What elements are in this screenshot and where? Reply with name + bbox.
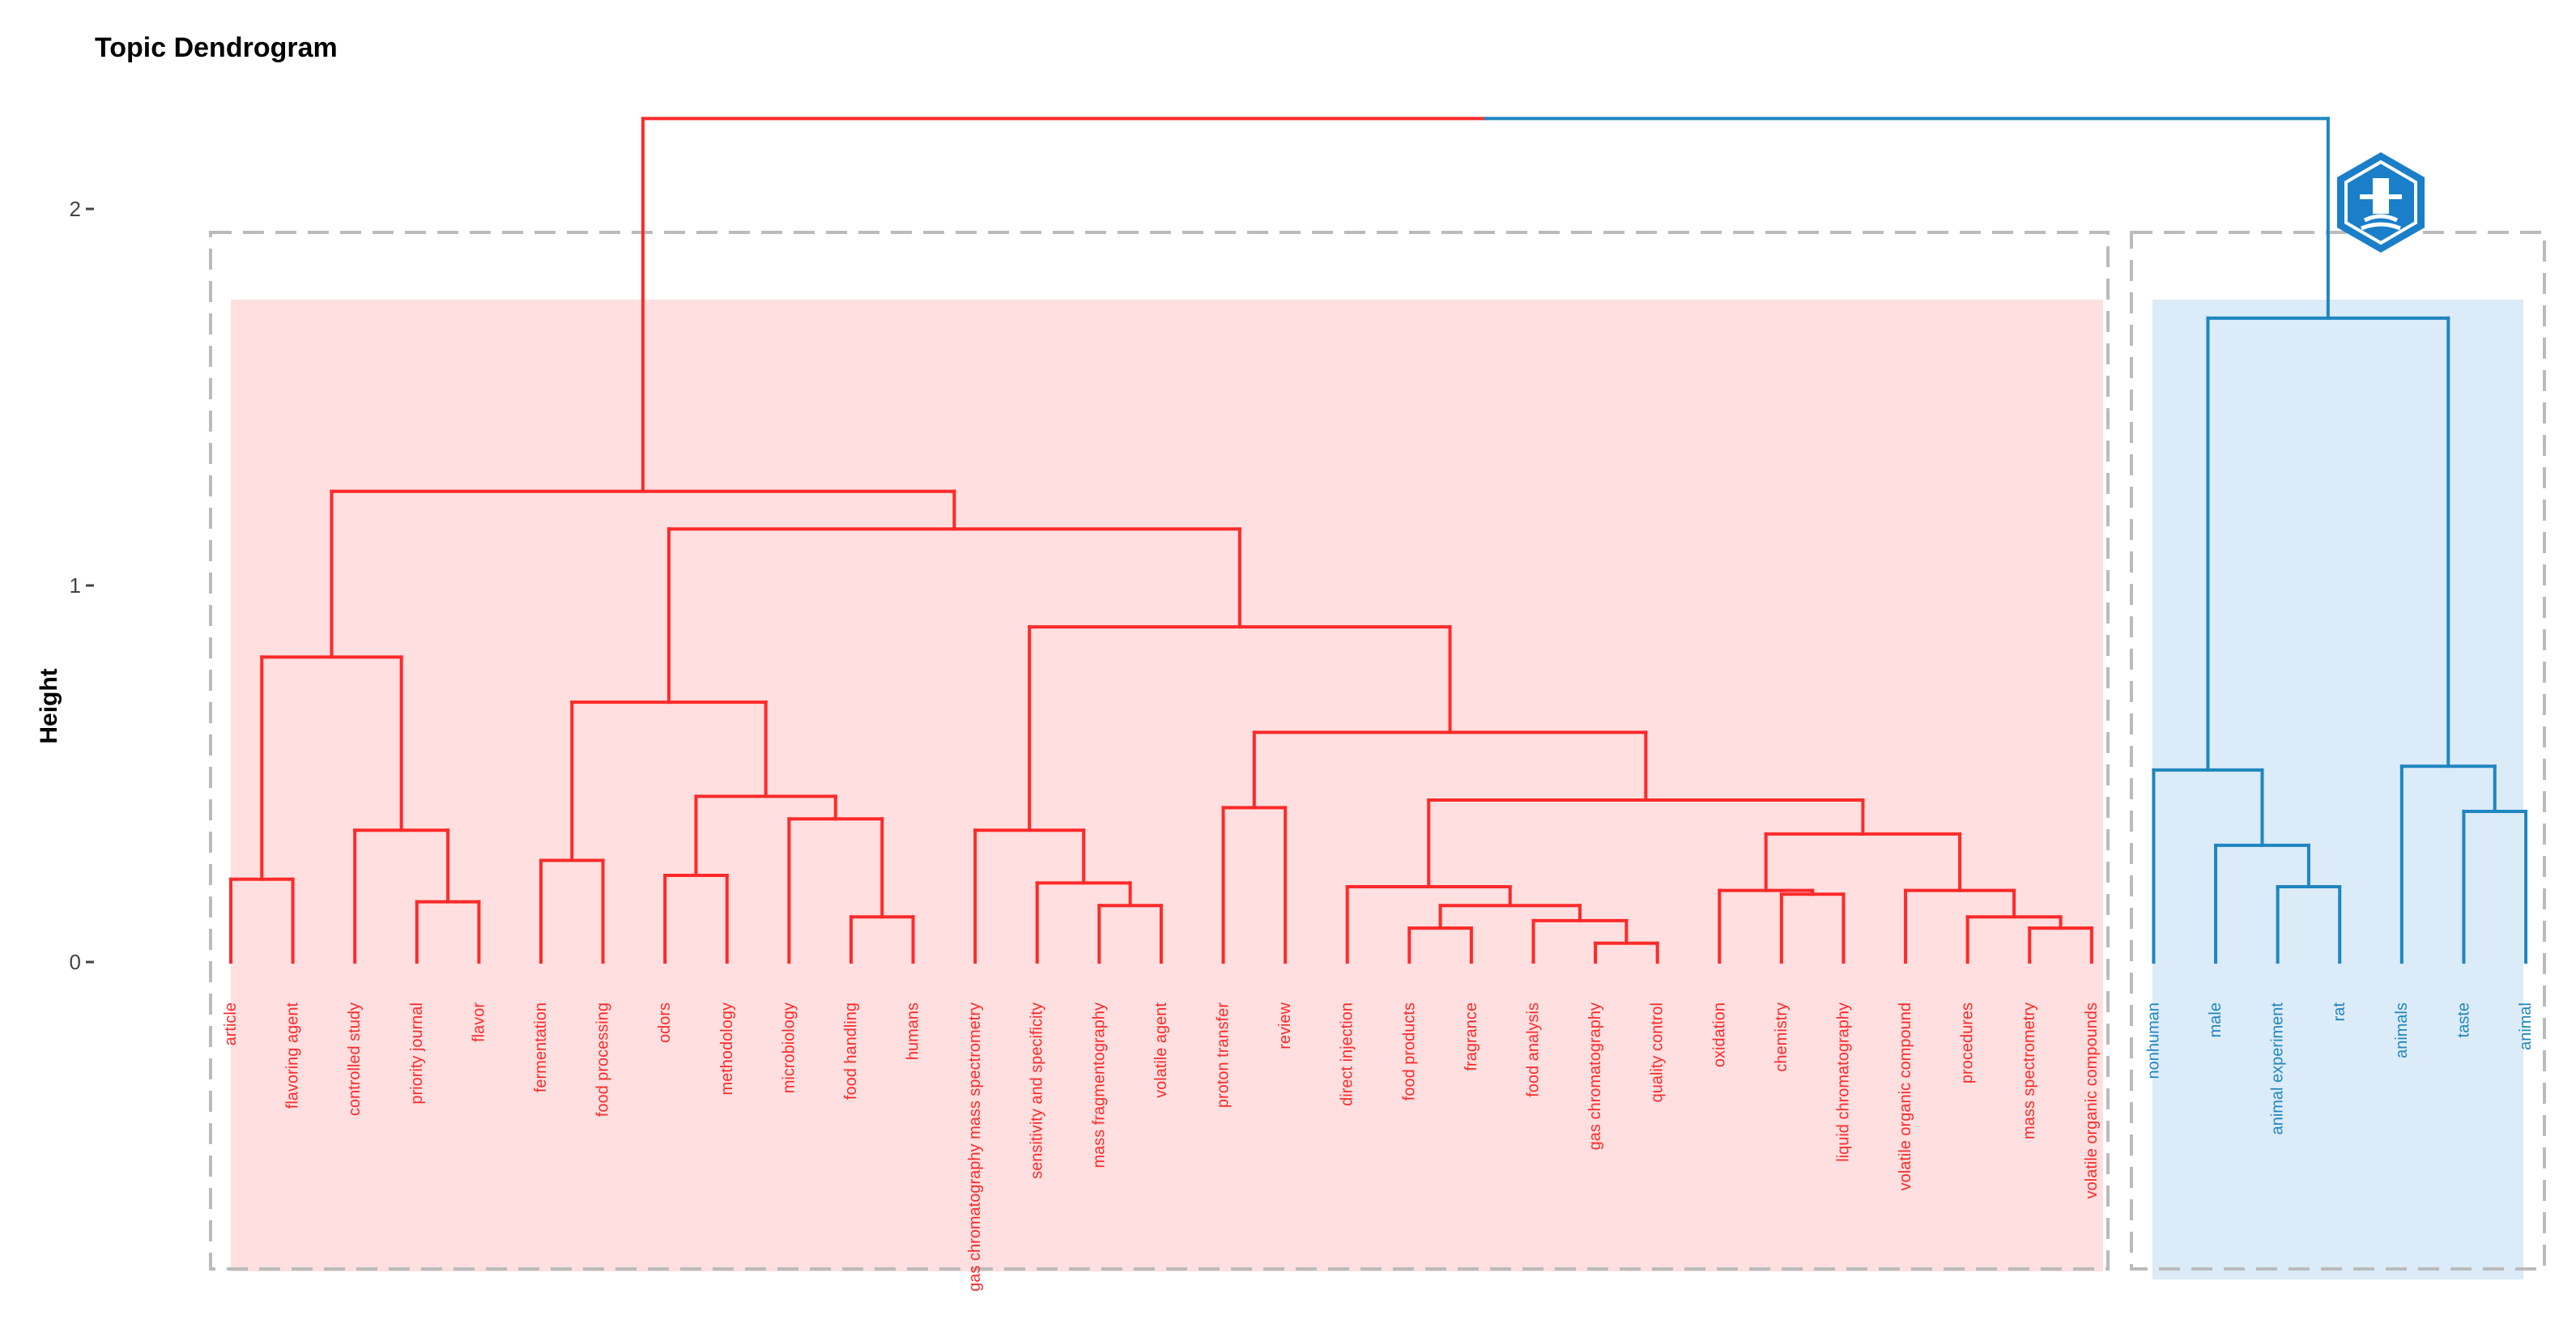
leaf-label: fragrance <box>1463 1003 1480 1071</box>
y-tick-label: 1 <box>70 573 81 598</box>
leaf-label: food processing <box>594 1003 612 1117</box>
leaf-label: methodology <box>718 1003 736 1096</box>
leaf-label: male <box>2207 1003 2225 1037</box>
cluster-2-box <box>2130 231 2546 1271</box>
leaf-label: mass fragmentography <box>1090 1003 1108 1169</box>
y-tick-label: 0 <box>70 950 81 974</box>
leaf-label: animal experiment <box>2269 1003 2287 1135</box>
leaf-label: flavor <box>470 1003 488 1042</box>
leaf-label: article <box>222 1003 240 1045</box>
leaf-label: controlled study <box>346 1003 364 1116</box>
leaf-label: gas chromatography <box>1586 1003 1604 1150</box>
leaf-label: volatile organic compounds <box>2083 1003 2101 1198</box>
leaf-label: food products <box>1400 1003 1418 1100</box>
y-axis: 0 1 2 <box>70 197 94 974</box>
y-axis-label: Height <box>36 668 62 743</box>
leaf-labels: article flavoring agent controlled study pr… <box>222 1002 2535 1291</box>
leaf-label: fermentation <box>532 1003 550 1092</box>
leaf-label: humans <box>905 1003 922 1060</box>
leaf-label: liquid chromatography <box>1834 1003 1852 1162</box>
leaf-label: microbiology <box>780 1003 798 1093</box>
leaf-label: volatile agent <box>1152 1003 1170 1098</box>
leaf-label: flavoring agent <box>284 1003 302 1109</box>
leaf-label: food handling <box>842 1003 860 1100</box>
leaf-label: animals <box>2393 1003 2411 1058</box>
leaf-label: nonhuman <box>2144 1003 2162 1079</box>
leaf-label: proton transfer <box>1215 1003 1233 1108</box>
leaf-label: volatile organic compound <box>1897 1003 1914 1190</box>
leaf-label: food analysis <box>1524 1003 1542 1097</box>
leaf-label: animal <box>2517 1003 2535 1050</box>
leaf-label: mass spectrometry <box>2020 1003 2038 1139</box>
leaf-label: rat <box>2331 1003 2348 1022</box>
leaf-label: direct injection <box>1339 1003 1356 1106</box>
watermark-logo-icon <box>2337 152 2425 253</box>
leaf-label: taste <box>2455 1003 2472 1037</box>
cluster-1-fill <box>231 300 2103 1271</box>
chart-title: Topic Dendrogram <box>95 32 338 63</box>
dendrogram-links <box>229 117 2527 964</box>
leaf-label: oxidation <box>1710 1003 1728 1067</box>
leaf-label: procedures <box>1959 1003 1977 1083</box>
leaf-label: odors <box>656 1003 674 1043</box>
leaf-label: quality control <box>1649 1003 1667 1102</box>
leaf-label: sensitivity and specificity <box>1028 1003 1046 1179</box>
leaf-label: chemistry <box>1773 1003 1790 1072</box>
leaf-label: review <box>1276 1002 1294 1049</box>
leaf-label: gas chromatography mass spectrometry <box>966 1003 984 1292</box>
y-tick-label: 2 <box>70 197 81 221</box>
leaf-label: priority journal <box>408 1003 426 1105</box>
cluster-2-fill <box>2152 300 2523 1279</box>
cluster-1-box <box>209 231 2110 1271</box>
